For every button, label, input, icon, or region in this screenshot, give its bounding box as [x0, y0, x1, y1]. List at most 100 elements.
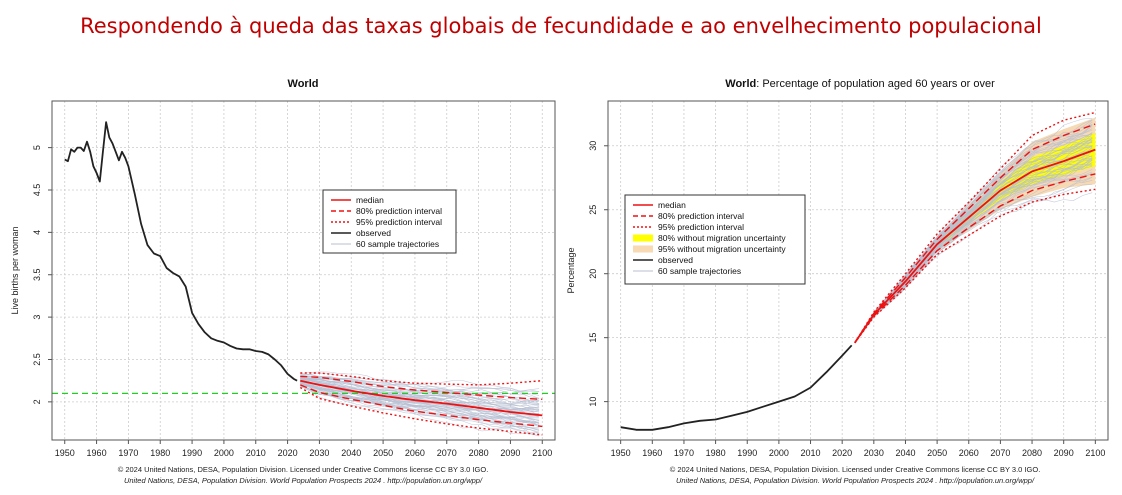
pi95-lower-line — [854, 188, 1096, 344]
observed-line — [620, 344, 853, 431]
sample-trajectory — [300, 375, 540, 404]
pi95-lower-line — [299, 386, 543, 436]
x-tick-label: 2030 — [309, 448, 329, 458]
credit-line-2: United Nations, DESA, Population Divisio… — [124, 476, 483, 485]
chart-title: World: Percentage of population aged 60 … — [725, 78, 995, 90]
legend-label: 95% prediction interval — [658, 222, 744, 232]
x-tick-label: 1980 — [150, 448, 170, 458]
x-tick-label: 2010 — [801, 448, 821, 458]
chart-fertility: 1950 1960 1970 1980 1990 2000 2010 2020 2030 2040… — [10, 78, 556, 485]
sample-trajectory — [300, 382, 540, 424]
x-tick-label: 1990 — [182, 448, 202, 458]
y-tick-label: 25 — [588, 205, 598, 215]
legend-label: observed — [658, 255, 693, 265]
x-tick-label: 2030 — [864, 448, 884, 458]
plot-frame — [607, 100, 1109, 441]
pi95-upper-line — [854, 111, 1096, 344]
y-tick-label: 30 — [588, 141, 598, 151]
sample-trajectory — [300, 375, 540, 399]
x-tick-label: 1950 — [55, 448, 75, 458]
x-tick-label: 2100 — [532, 448, 552, 458]
credit-line-2: United Nations, DESA, Population Divisio… — [676, 476, 1035, 485]
x-tick-label: 2070 — [437, 448, 457, 458]
x-tick-label: 2040 — [895, 448, 915, 458]
sample-trajectory — [300, 381, 540, 421]
sample-trajectory — [854, 169, 1093, 343]
sample-trajectory — [300, 381, 540, 420]
sample-trajectory — [300, 371, 540, 392]
sample-trajectory — [300, 377, 540, 407]
x-tick-label: 1960 — [642, 448, 662, 458]
credit-line-1: © 2024 United Nations, DESA, Population … — [670, 465, 1041, 474]
observed-line — [64, 121, 298, 382]
x-tick-label: 1980 — [706, 448, 726, 458]
y-tick-label: 5 — [32, 145, 42, 150]
chart-title: World — [288, 78, 319, 90]
sample-trajectory — [854, 174, 1093, 343]
x-tick-label: 2050 — [927, 448, 947, 458]
legend-label: median — [658, 200, 686, 210]
y-tick-label: 10 — [588, 397, 598, 407]
sample-trajectory — [854, 146, 1093, 343]
y-tick-label: 20 — [588, 269, 598, 279]
y-tick-label: 15 — [588, 333, 598, 343]
median-line — [854, 148, 1096, 344]
x-tick-label: 2090 — [500, 448, 520, 458]
legend-label: observed — [356, 228, 391, 238]
sample-trajectory — [300, 374, 540, 393]
x-tick-label: 1960 — [87, 448, 107, 458]
pi80-lower-line — [854, 173, 1096, 344]
x-tick-label: 1990 — [737, 448, 757, 458]
plot-frame — [51, 100, 556, 441]
legend-label: 80% prediction interval — [658, 211, 744, 221]
x-tick-label: 1950 — [611, 448, 631, 458]
sample-trajectory — [300, 383, 540, 427]
sample-trajectory — [300, 373, 540, 396]
x-tick-label: 2090 — [1054, 448, 1074, 458]
legend-box — [624, 194, 806, 285]
legend-label: 95% without migration uncertainty — [658, 244, 786, 254]
x-tick-label: 1970 — [118, 448, 138, 458]
pi80-upper-line — [300, 375, 543, 400]
x-tick-label: 2000 — [214, 448, 234, 458]
x-tick-label: 2010 — [246, 448, 266, 458]
pi80-lower-line — [300, 384, 543, 428]
sample-trajectory — [300, 386, 540, 437]
legend-label: 80% without migration uncertainty — [658, 233, 786, 243]
sample-trajectory — [300, 376, 540, 405]
x-tick-label: 2100 — [1085, 448, 1105, 458]
sample-trajectory — [300, 380, 540, 416]
y-tick-label: 2.5 — [32, 353, 42, 366]
x-tick-label: 2040 — [341, 448, 361, 458]
sample-trajectory — [854, 163, 1093, 343]
sample-trajectory — [300, 374, 540, 395]
x-tick-label: 2020 — [278, 448, 298, 458]
sample-trajectory — [300, 382, 540, 424]
sample-trajectory — [300, 378, 540, 410]
sample-trajectory — [300, 385, 540, 437]
y-tick-label: 3 — [32, 315, 42, 320]
legend-label: 95% prediction interval — [356, 217, 442, 227]
x-tick-label: 2000 — [769, 448, 789, 458]
y-axis-label: Live births per woman — [10, 226, 20, 314]
median-line — [300, 379, 543, 417]
x-tick-label: 2020 — [832, 448, 852, 458]
sample-trajectory — [300, 385, 540, 434]
legend-box — [322, 189, 457, 254]
sample-trajectory — [300, 377, 540, 409]
sample-trajectory — [854, 126, 1093, 343]
x-tick-label: 2070 — [990, 448, 1010, 458]
x-tick-label: 2060 — [959, 448, 979, 458]
credit-line-1: © 2024 United Nations, DESA, Population … — [118, 465, 489, 474]
x-tick-label: 2050 — [373, 448, 393, 458]
legend-label: median — [356, 195, 384, 205]
x-tick-label: 2060 — [405, 448, 425, 458]
sample-trajectory — [854, 134, 1093, 343]
chart-aged-60-plus: 1950 1960 1970 1980 1990 2000 2010 2020 2030 2040… — [566, 78, 1109, 485]
legend-label: 60 sample trajectories — [356, 239, 439, 249]
legend-label: 60 sample trajectories — [658, 266, 741, 276]
legend-label: 80% prediction interval — [356, 206, 442, 216]
